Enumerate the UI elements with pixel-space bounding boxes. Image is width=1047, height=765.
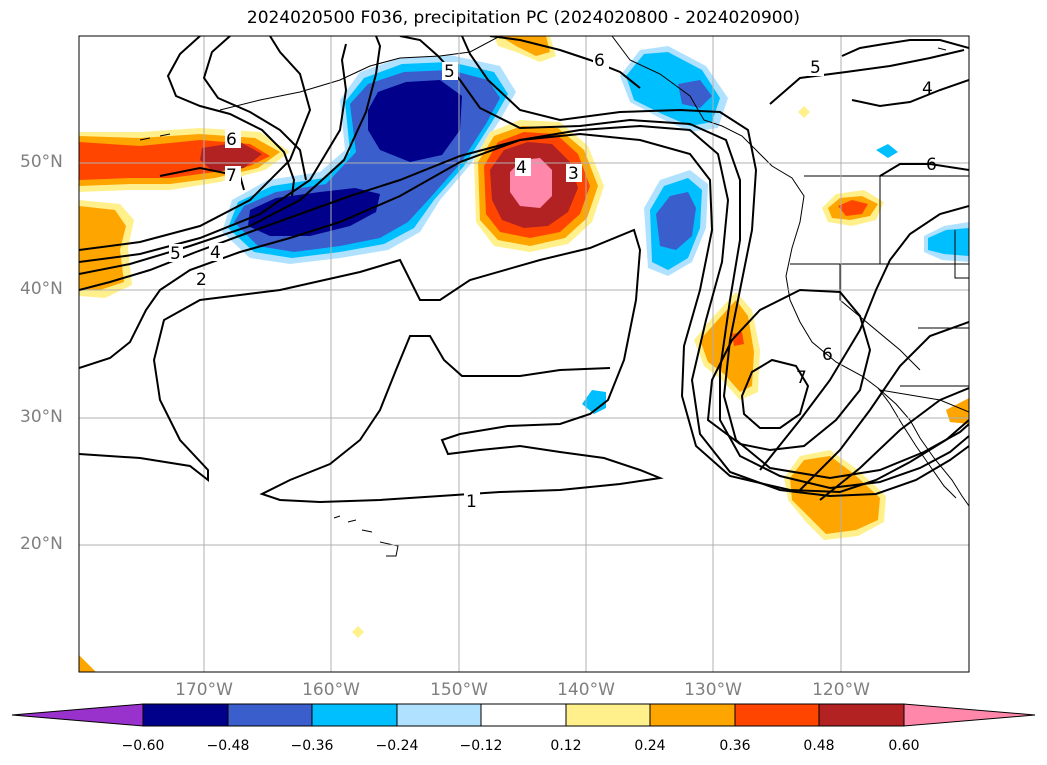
contour-label: 4: [210, 243, 221, 263]
contour-3: [79, 124, 969, 498]
contour-1: [79, 228, 664, 504]
colorbar-tick-label: −0.12: [459, 738, 503, 754]
contour-label: 5: [444, 62, 455, 82]
contour-label: 6: [926, 155, 937, 175]
contour-lines: [79, 36, 969, 504]
contour-7: [159, 166, 245, 191]
lat-label: 30°N: [20, 407, 63, 427]
colorbar-tick-label: −0.48: [206, 738, 250, 754]
map-area: 1 2 3 4 4 5 5 5 6 6 6 7 7 4 6: [79, 36, 969, 672]
contour-6: [79, 36, 641, 251]
lon-label: 160°W: [302, 680, 360, 700]
contour-label: 4: [922, 79, 933, 99]
contour-label-group: 1 2 3 4 4 5 5 5 6 6 6 7 7 4 6: [169, 51, 937, 512]
contour-east-ridge-3: [819, 387, 969, 501]
map-title: 2024020500 F036, precipitation PC (20240…: [246, 8, 801, 28]
alaska-coast: [219, 36, 501, 111]
contour-label: 6: [594, 51, 605, 71]
colorbar-tick-label: −0.24: [375, 738, 419, 754]
colorbar-tick-label: 0.24: [634, 738, 666, 754]
hawaii: [333, 515, 399, 557]
colorbar-tick-label: −0.60: [121, 738, 165, 754]
contour-west-loops: [166, 36, 307, 197]
contour-east-ridge: [759, 205, 969, 471]
contour-northeast: [769, 39, 969, 108]
contour-east-ridge-2: [799, 321, 969, 491]
lat-label: 50°N: [20, 152, 63, 172]
map-frame: [78, 35, 970, 673]
contour-label: 1: [466, 492, 477, 512]
contour-east-low: [740, 358, 810, 429]
contour-label: 4: [516, 158, 527, 178]
lon-label: 140°W: [557, 680, 615, 700]
colorbar-tick-label: −0.36: [290, 738, 334, 754]
contour-label: 6: [822, 345, 833, 365]
colorbar-tick-label: 0.48: [803, 738, 835, 754]
lon-label: 120°W: [812, 680, 870, 700]
contour-4: [79, 36, 969, 490]
baja-coast: [877, 387, 957, 499]
state-borders: [790, 176, 969, 387]
lat-label: 20°N: [20, 534, 63, 554]
colorbar-tick-label: 0.36: [719, 738, 751, 754]
colorbar-extend-high: [903, 703, 1036, 727]
shaded-anomalies: [79, 36, 969, 672]
colorbar-tick-label: 0.60: [888, 738, 920, 754]
contour-label: 6: [226, 130, 237, 150]
colorbar: [11, 703, 1036, 727]
colorbar-extend-low: [11, 703, 144, 727]
contour-label: 7: [796, 368, 807, 388]
contour-label: 2: [196, 270, 207, 290]
contour-5: [79, 36, 969, 480]
north-america-coast: [611, 36, 969, 507]
colorbar-tick-label: 0.12: [550, 738, 582, 754]
contour-label: 7: [226, 166, 237, 186]
lon-label: 170°W: [175, 680, 233, 700]
lon-label: 150°W: [430, 680, 488, 700]
contour-label: 3: [568, 164, 579, 184]
contour-2: [79, 132, 969, 494]
lon-label: 130°W: [684, 680, 742, 700]
contour-label: 5: [170, 244, 181, 264]
contour-label: 5: [810, 58, 821, 78]
lat-label: 40°N: [20, 279, 63, 299]
